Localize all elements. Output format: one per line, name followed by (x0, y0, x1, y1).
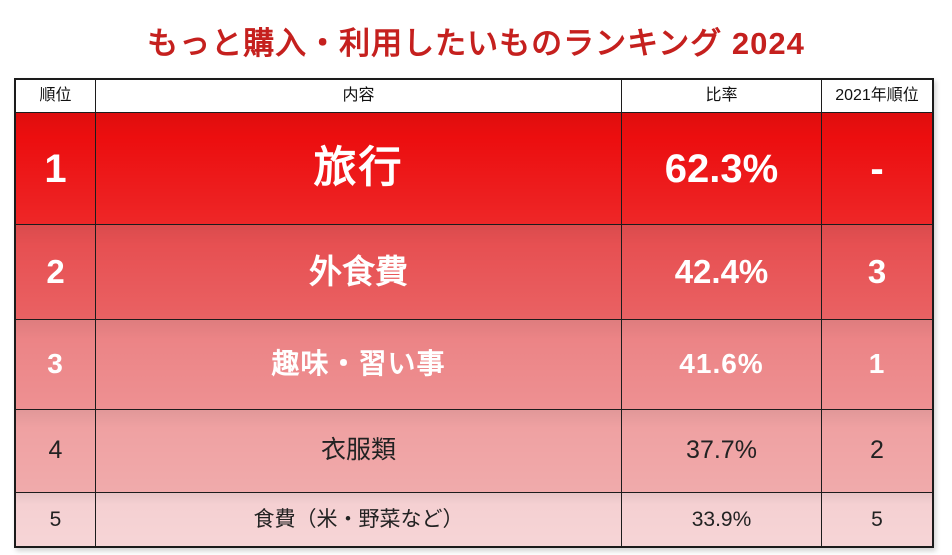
rank-cell: 5 (16, 493, 96, 546)
table-row-1: 1 旅行 62.3% - (16, 113, 932, 225)
rank-cell: 4 (16, 410, 96, 493)
header-ratio: 比率 (622, 80, 822, 113)
rank2021-cell: 1 (822, 320, 932, 410)
rank-cell: 3 (16, 320, 96, 410)
table-row-2: 2 外食費 42.4% 3 (16, 225, 932, 320)
item-cell: 趣味・習い事 (96, 320, 622, 410)
rank2021-cell: 5 (822, 493, 932, 546)
table-row-4: 4 衣服類 37.7% 2 (16, 410, 932, 493)
rank-cell: 1 (16, 113, 96, 225)
page-title: もっと購入・利用したいものランキング 2024 (147, 26, 805, 61)
header-item: 内容 (96, 80, 622, 113)
rank-cell: 2 (16, 225, 96, 320)
item-cell: 外食費 (96, 225, 622, 320)
item-cell: 食費（米・野菜など） (96, 493, 622, 546)
ratio-cell: 37.7% (622, 410, 822, 493)
rank2021-cell: - (822, 113, 932, 225)
ratio-cell: 33.9% (622, 493, 822, 546)
header-rank: 順位 (16, 80, 96, 113)
header-rank2021: 2021年順位 (822, 80, 932, 113)
ratio-cell: 41.6% (622, 320, 822, 410)
item-cell: 旅行 (96, 113, 622, 225)
ratio-cell: 62.3% (622, 113, 822, 225)
rank2021-cell: 2 (822, 410, 932, 493)
ratio-cell: 42.4% (622, 225, 822, 320)
rank2021-cell: 3 (822, 225, 932, 320)
table-row-5: 5 食費（米・野菜など） 33.9% 5 (16, 493, 932, 546)
ranking-table: 順位 内容 比率 2021年順位 1 旅行 62.3% - 2 外食費 42.4… (14, 78, 934, 548)
item-cell: 衣服類 (96, 410, 622, 493)
table-header-row: 順位 内容 比率 2021年順位 (16, 80, 932, 113)
table-row-3: 3 趣味・習い事 41.6% 1 (16, 320, 932, 410)
